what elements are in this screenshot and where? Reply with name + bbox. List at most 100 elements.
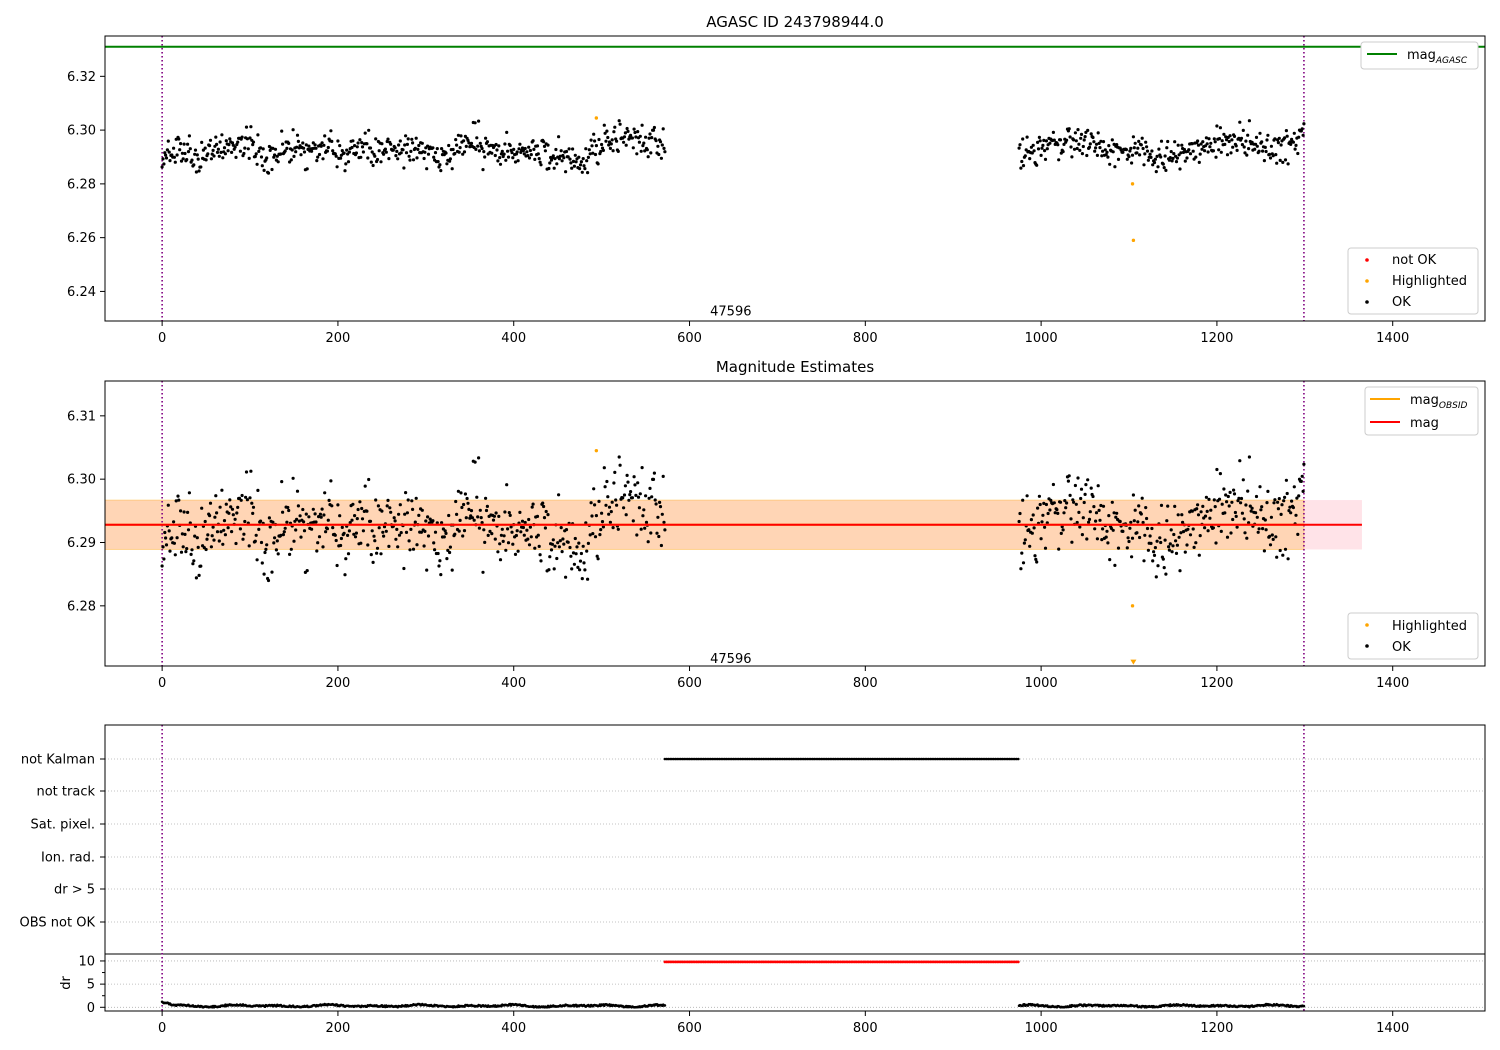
- agasc-ok-point-223: [356, 141, 360, 145]
- agasc-ok-point-370: [485, 140, 489, 144]
- mag-ok-point-568: [659, 543, 664, 548]
- mag-ok-point-112: [259, 519, 263, 523]
- not-kalman-point-69: [784, 757, 788, 761]
- agasc-frame: [104, 35, 1486, 322]
- mag-ok-point-494: [594, 514, 599, 518]
- agasc-ok-point-548: [642, 141, 646, 145]
- agasc-legend-lower-box: [1347, 247, 1479, 315]
- mag-ok-point-469: [572, 562, 577, 566]
- mag-ok-point-207: [342, 531, 346, 535]
- agasc-ok-point-13: [172, 146, 176, 150]
- agasc-ok-point-413: [523, 146, 527, 151]
- agasc-ok-point-662: [1095, 153, 1099, 157]
- agasc-ok-point-504: [603, 131, 607, 135]
- mag-ok-point-325: [446, 548, 450, 553]
- mag-ok-point-462: [566, 540, 570, 544]
- agasc-ok-point-367: [483, 155, 487, 159]
- mag-ok-point-162: [302, 529, 307, 533]
- agasc-legend-upper: magAGASC: [1360, 41, 1479, 70]
- agasc-ok-point-400: [512, 147, 516, 151]
- mag-ok-point-456: [561, 537, 565, 541]
- agasc-ok-point-110: [257, 149, 261, 153]
- mag-ok-point-233: [365, 509, 369, 513]
- agasc-ok-point-417: [527, 145, 531, 149]
- agasc-ok-point-739: [1163, 154, 1167, 158]
- mag-ok-point-877: [1284, 478, 1288, 482]
- mag-ok-point-609: [1049, 498, 1053, 502]
- agasc-ok-point-430: [538, 160, 542, 164]
- agasc-ok-point-526: [622, 135, 627, 139]
- agasc-ok-point-544: [638, 134, 642, 138]
- agasc-ok-point-67: [219, 150, 223, 154]
- agasc-ok-point-590: [1032, 149, 1036, 153]
- mag-ok-point-520: [617, 455, 621, 459]
- agasc-ok-point-129: [273, 147, 278, 151]
- agasc-ok-point-54: [208, 144, 212, 148]
- not-kalman-point-131: [893, 757, 897, 761]
- not-kalman-point-181: [981, 757, 985, 761]
- agasc-ok-point-25: [182, 142, 186, 146]
- mag-ok-point-132: [276, 552, 280, 556]
- agasc-ok-point-667: [1100, 154, 1104, 158]
- mag-ok-point-160: [301, 507, 305, 512]
- agasc-ok-point-896: [1301, 133, 1305, 137]
- mag-ok-point-330: [450, 568, 454, 572]
- not-kalman-point-123: [879, 757, 883, 761]
- mag-ok-point-335: [455, 512, 459, 517]
- mag-ok-point-113: [259, 540, 264, 545]
- agasc-ok-point-142: [285, 146, 289, 150]
- mag-ok-point-663: [1096, 484, 1100, 488]
- mag-ok-point-300: [424, 519, 428, 523]
- mag-ok-point-158: [299, 535, 303, 539]
- agasc-ok-point-75: [226, 149, 230, 153]
- not-kalman-point-16: [691, 757, 695, 761]
- agasc-ok-point-608: [1048, 141, 1052, 145]
- mag-ok-point-404: [515, 529, 519, 533]
- agasc-ok-point-877: [1284, 129, 1288, 133]
- mag-ok-point-594: [1036, 506, 1040, 510]
- mag-ok-point-819: [1233, 510, 1237, 515]
- agasc-ok-point-603: [1043, 157, 1048, 161]
- mag-estimates-legend-lower: Highlighted OK: [1347, 612, 1479, 660]
- mag-ok-point-551: [644, 520, 649, 525]
- not-kalman-point-180: [980, 757, 983, 761]
- agasc-ok-point-514: [612, 130, 616, 134]
- agasc-ok-point-298: [422, 156, 426, 161]
- agasc-ok-point-732: [1157, 147, 1161, 151]
- mag-ok-point-40: [195, 536, 199, 540]
- agasc-ok-point-114: [260, 164, 264, 168]
- mag-ok-point-194: [331, 526, 335, 530]
- agasc-ok-point-713: [1140, 136, 1144, 140]
- mag-ok-point-475: [578, 568, 582, 572]
- agasc-ok-point-718: [1145, 145, 1149, 149]
- not-kalman-point-147: [922, 757, 925, 761]
- mag-ok-point-353: [470, 516, 474, 520]
- mag-estimates-legend-upper: magOBSID mag: [1364, 386, 1479, 436]
- mag-ok-point-180: [318, 512, 322, 516]
- mag-ok-point-817: [1232, 488, 1236, 492]
- mag-ok-point-66: [218, 505, 222, 509]
- agasc-ok-point-263: [391, 148, 395, 152]
- mag-ok-point-768: [1188, 533, 1193, 537]
- mag-ok-point-183: [321, 545, 325, 549]
- mag-ok-point-738: [1162, 566, 1166, 570]
- agasc-ok-point-620: [1058, 138, 1063, 142]
- agasc-ok-point-170: [310, 149, 314, 153]
- mag-ok-point-439: [546, 513, 550, 517]
- mag-ok-point-500: [600, 511, 604, 515]
- mag-ok-point-85: [235, 511, 239, 515]
- agasc-ok-point-824: [1238, 120, 1242, 124]
- agasc-ok-point-631: [1068, 135, 1072, 139]
- mag-ok-point-338: [457, 529, 461, 533]
- agasc-ok-point-189: [326, 145, 330, 150]
- mag-estimates-xtick-label-1: 200: [326, 676, 351, 691]
- mag-ok-point-344: [462, 529, 467, 533]
- mag-ok-point-197: [333, 533, 337, 537]
- agasc-ok-point-19: [177, 137, 181, 141]
- agasc-ok-point-277: [404, 134, 408, 138]
- agasc-ok-point-569: [660, 143, 664, 147]
- agasc-ok-point-753: [1175, 156, 1179, 160]
- mag-ok-point-547: [641, 514, 645, 518]
- mag-ok-point-277: [404, 491, 408, 495]
- mag-ok-point-155: [296, 504, 300, 508]
